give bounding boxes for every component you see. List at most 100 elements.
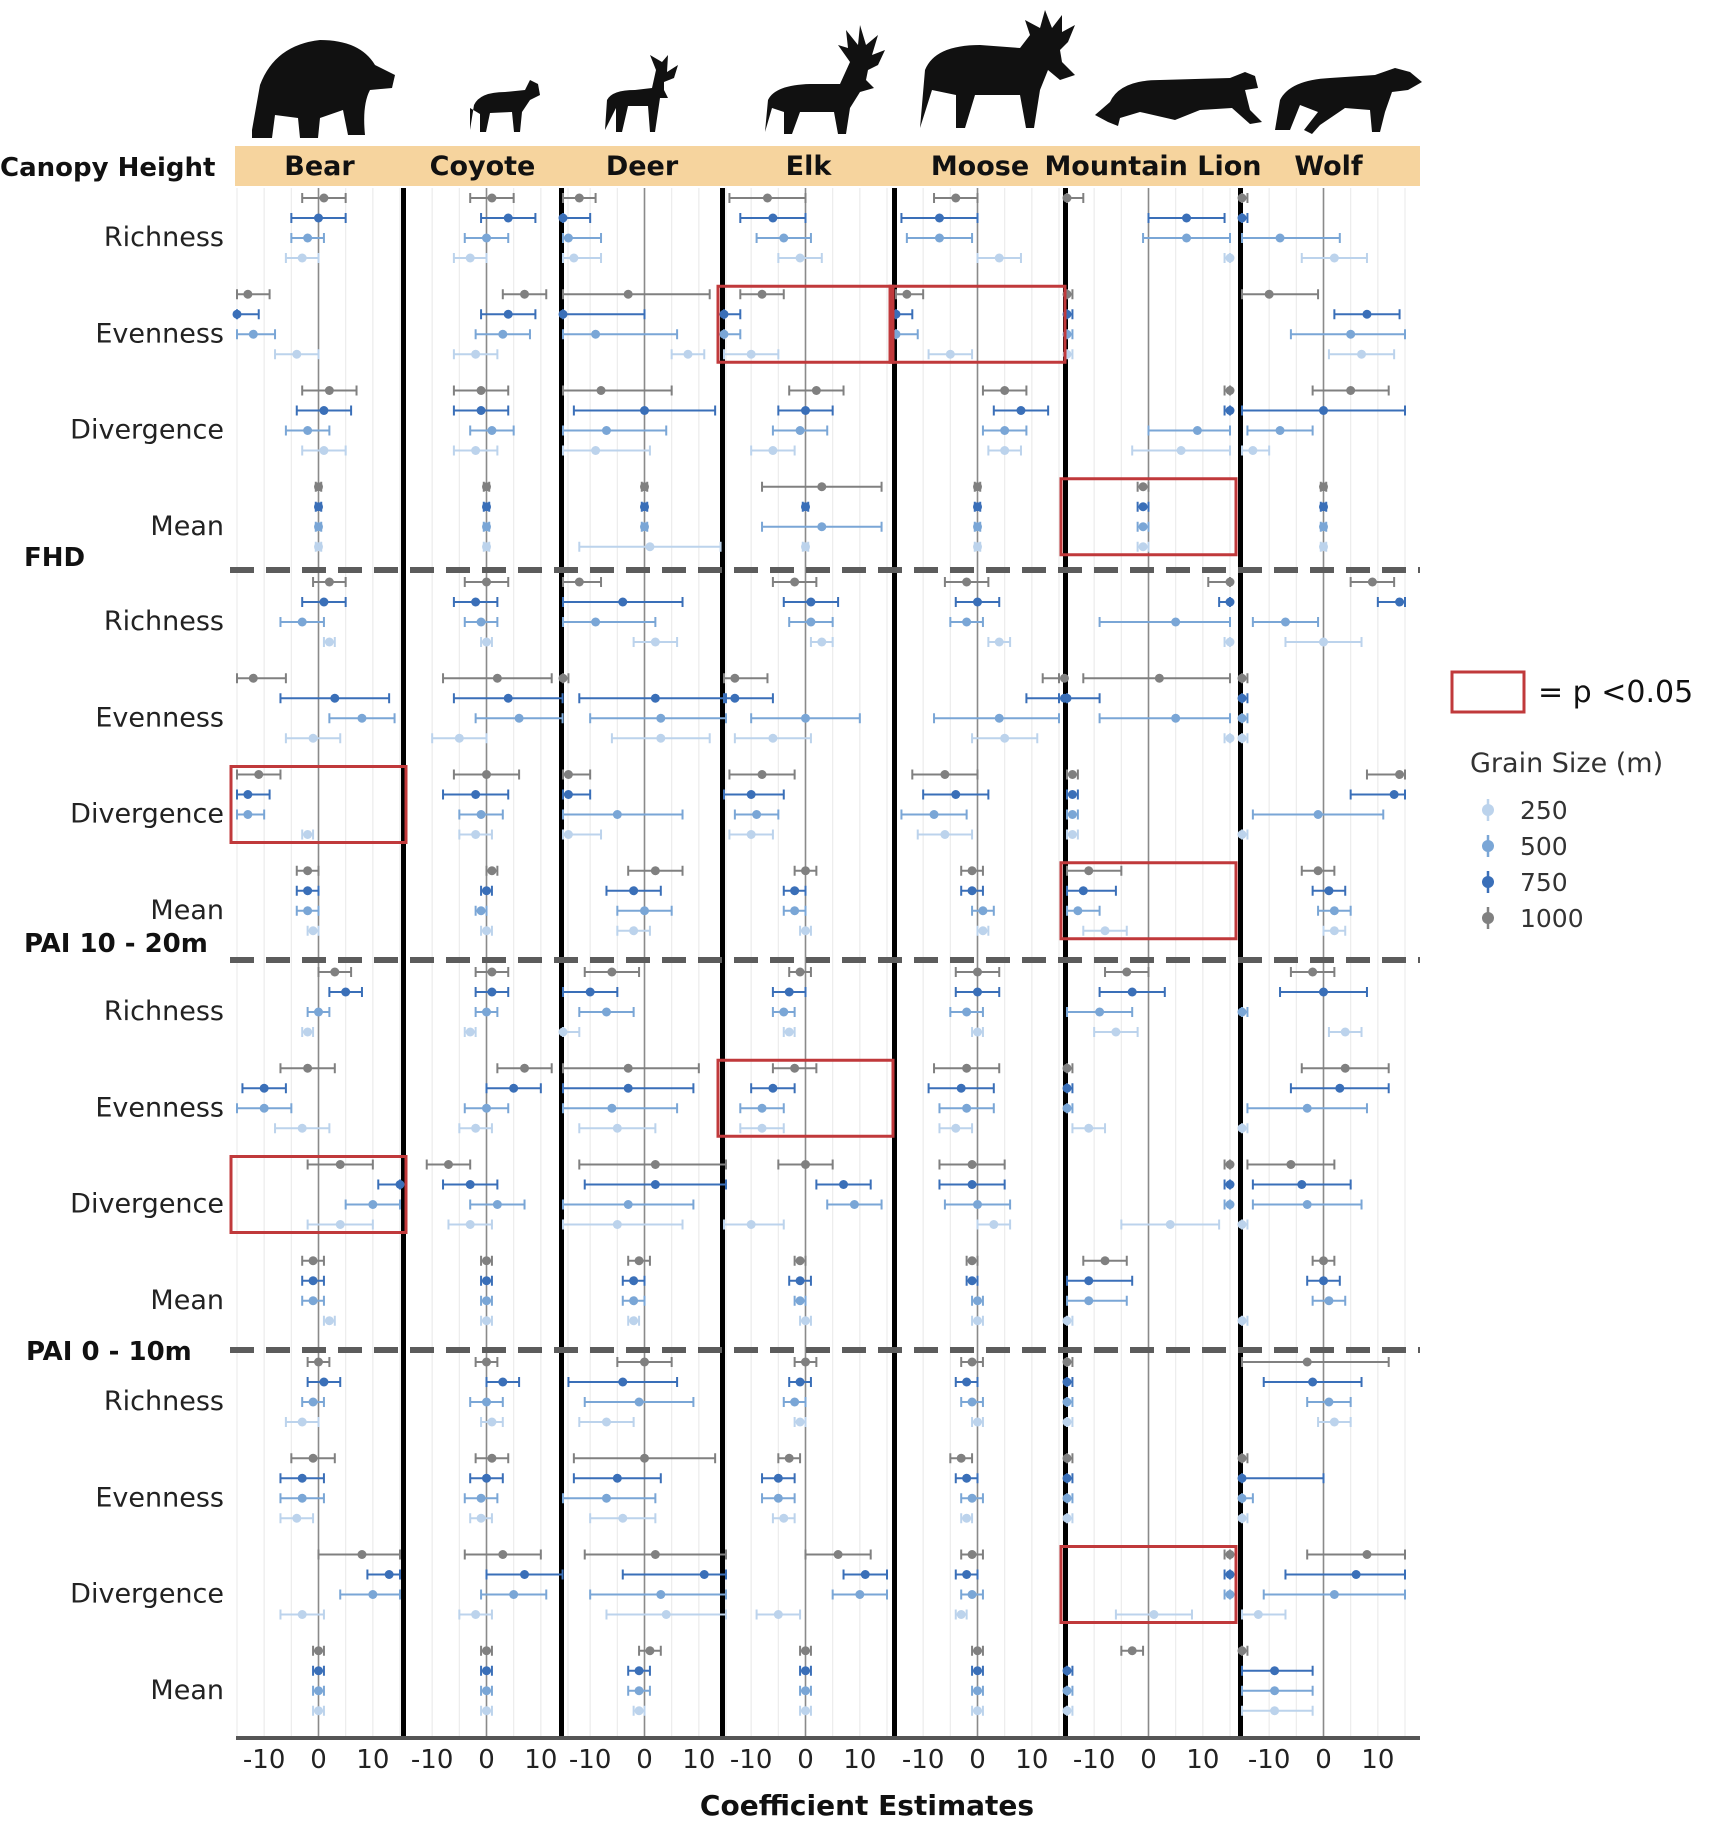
estimate-point: [967, 886, 977, 896]
estimate-point: [1000, 733, 1010, 743]
estimate-point: [1176, 446, 1186, 455]
estimate-point: [248, 329, 258, 339]
estimate-point: [790, 1063, 800, 1073]
estimate-point: [795, 967, 805, 977]
metric-label: Richness: [104, 996, 224, 1027]
estimate-point: [934, 213, 944, 223]
x-tick-label: 0: [310, 1745, 327, 1775]
estimate-point: [1253, 1610, 1263, 1619]
estimate-point: [640, 502, 649, 512]
estimate-point: [465, 1027, 475, 1037]
estimate-point: [303, 1063, 313, 1073]
estimate-point: [1362, 309, 1372, 319]
bear-silhouette-icon: [252, 40, 395, 138]
estimate-point: [1138, 522, 1148, 532]
estimate-point: [1237, 830, 1247, 839]
estimate-point: [601, 426, 611, 435]
group-label: PAI 0 - 10m: [26, 1337, 192, 1367]
species-label: Bear: [284, 151, 355, 182]
estimate-point: [1192, 426, 1202, 435]
estimate-point: [487, 426, 497, 435]
estimate-point: [1225, 577, 1235, 587]
estimate-point: [498, 1550, 508, 1559]
estimate-point: [1329, 926, 1339, 936]
estimate-point: [962, 617, 972, 627]
estimate-point: [1351, 1570, 1361, 1579]
estimate-point: [746, 349, 756, 359]
metric-label: Mean: [150, 895, 224, 926]
estimate-point: [1225, 406, 1235, 415]
estimate-point: [612, 1220, 622, 1229]
estimate-point: [1313, 810, 1323, 819]
x-tick-label: -10: [569, 1745, 611, 1775]
estimate-point: [465, 1180, 475, 1189]
estimate-point: [1111, 1027, 1121, 1037]
estimate-point: [1062, 1377, 1072, 1387]
estimate-point: [1329, 1417, 1339, 1427]
estimate-point: [795, 253, 805, 263]
estimate-point: [795, 1417, 805, 1427]
estimate-point: [973, 1666, 982, 1676]
estimate-point: [967, 1256, 977, 1266]
estimate-point: [1389, 790, 1399, 799]
estimate-point: [487, 1453, 497, 1463]
group-label: PAI 10 - 20m: [24, 929, 208, 959]
estimate-point: [357, 713, 367, 723]
estimate-point: [563, 830, 573, 839]
estimate-point: [640, 406, 649, 415]
estimate-point: [476, 617, 486, 627]
estimate-point: [1138, 542, 1148, 552]
estimate-point: [956, 1610, 966, 1619]
estimate-point: [1357, 349, 1367, 359]
estimate-point: [335, 1160, 345, 1169]
estimate-point: [973, 1200, 982, 1209]
estimate-point: [994, 637, 1004, 647]
estimate-point: [563, 233, 573, 243]
estimate-point: [482, 1646, 491, 1656]
estimate-point: [1062, 1083, 1072, 1093]
estimate-point: [973, 1027, 982, 1037]
estimate-point: [801, 1706, 810, 1716]
estimate-point: [243, 289, 253, 299]
estimate-point: [650, 1550, 660, 1559]
significance-box: [1059, 861, 1238, 941]
estimate-point: [324, 637, 334, 647]
estimate-point: [1297, 1180, 1307, 1189]
x-tick-label: 10: [1186, 1745, 1219, 1775]
metric-label: Richness: [104, 606, 224, 637]
estimate-point: [476, 406, 486, 415]
estimate-point: [292, 349, 302, 359]
x-tick-label: -10: [1073, 1745, 1115, 1775]
estimate-point: [1000, 386, 1010, 395]
significance-box: [1059, 1545, 1238, 1624]
estimate-point: [1237, 1220, 1247, 1229]
estimate-point: [1182, 213, 1192, 223]
estimate-point: [757, 1123, 767, 1133]
estimate-point: [1062, 693, 1072, 703]
estimate-point: [699, 1570, 709, 1579]
x-tick-label: -10: [411, 1745, 453, 1775]
significance-box: [229, 765, 408, 844]
estimate-point: [1237, 1123, 1247, 1133]
elk-silhouette-icon: [765, 25, 885, 134]
estimate-point: [645, 542, 655, 552]
estimate-point: [973, 1686, 982, 1696]
metric-label: Mean: [150, 511, 224, 542]
metric-label: Divergence: [70, 1579, 224, 1610]
estimate-point: [482, 542, 491, 552]
estimate-point: [503, 309, 513, 319]
estimate-point: [656, 1590, 666, 1599]
estimate-point: [482, 1296, 491, 1306]
estimate-point: [1138, 502, 1148, 512]
estimate-point: [768, 733, 778, 743]
estimate-point: [1237, 213, 1247, 223]
estimate-point: [1319, 987, 1328, 997]
estimate-point: [368, 1200, 378, 1209]
estimate-point: [259, 1103, 269, 1113]
estimate-point: [319, 446, 329, 455]
metric-label: Evenness: [95, 1092, 224, 1123]
estimate-point: [482, 1706, 491, 1716]
estimate-point: [795, 426, 805, 435]
estimate-point: [623, 1200, 633, 1209]
estimate-point: [1062, 1417, 1072, 1427]
